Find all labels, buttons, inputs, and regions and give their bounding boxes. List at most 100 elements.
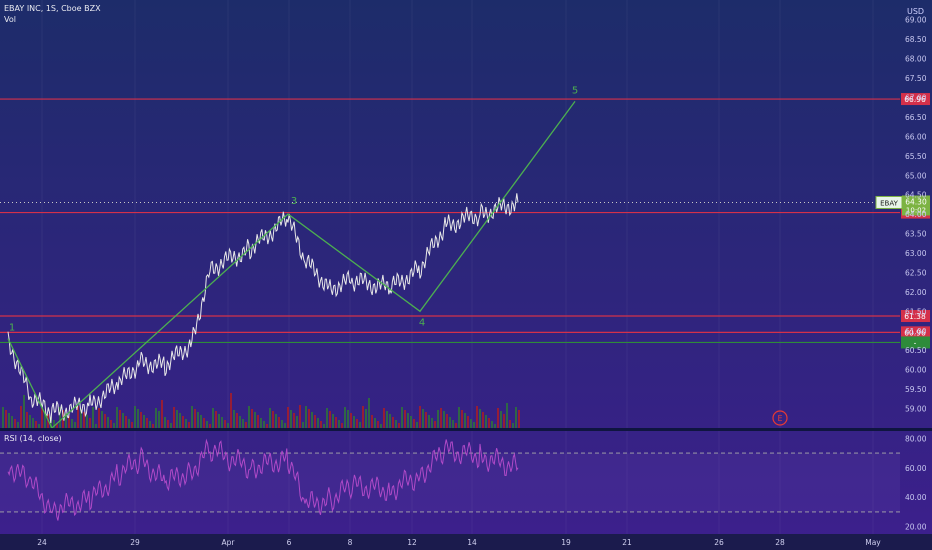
volume-bar [467, 416, 469, 428]
time-tick-label[interactable]: 21 [622, 538, 632, 547]
volume-bar [320, 421, 322, 428]
volume-bar [380, 424, 382, 428]
price-tick-label[interactable]: 64.50 [905, 191, 927, 200]
price-tick-label[interactable]: 66.00 [905, 132, 927, 141]
price-tick-label[interactable]: 66.50 [905, 113, 927, 122]
volume-bar [452, 420, 454, 428]
volume-bar [479, 409, 481, 428]
volume-bar [335, 417, 337, 428]
pane-separator[interactable] [0, 428, 932, 431]
volume-bar [473, 422, 475, 428]
volume-bar [11, 416, 13, 428]
volume-bar [173, 407, 175, 428]
elliott-wave-line[interactable] [7, 101, 576, 430]
level-tag[interactable] [901, 326, 930, 339]
price-tick-label[interactable]: 60.00 [905, 366, 927, 375]
earnings-icon[interactable] [772, 410, 788, 426]
price-tick-label[interactable]: 67.00 [905, 93, 927, 102]
rsi-tick-label[interactable]: 60.00 [905, 464, 927, 473]
time-tick-label[interactable]: May [865, 538, 881, 547]
rsi-series-line[interactable] [7, 438, 519, 521]
volume-bar [113, 423, 115, 428]
volume-bar [188, 422, 190, 428]
volume-bar [293, 413, 295, 428]
level-tag[interactable] [901, 310, 930, 323]
price-tick-label[interactable]: 62.00 [905, 288, 927, 297]
price-tick-label[interactable]: 61.50 [905, 307, 927, 316]
time-tick-label[interactable]: 14 [467, 538, 477, 547]
volume-bar [476, 406, 478, 428]
volume-bar [2, 407, 4, 428]
volume-bar [344, 407, 346, 428]
last-price-tag[interactable] [902, 195, 930, 216]
time-tick-label[interactable]: 6 [287, 538, 292, 547]
time-tick-label[interactable]: 29 [130, 538, 140, 547]
volume-bar [347, 410, 349, 428]
volume-bar [428, 415, 430, 428]
volume-bar [500, 411, 502, 428]
volume-bar [314, 415, 316, 428]
price-tick-label[interactable]: 62.50 [905, 268, 927, 277]
rsi-axis[interactable]: 20.00 40.00 60.00 80.00 [905, 434, 927, 531]
rsi-band-fill [0, 453, 900, 512]
level-tag[interactable] [901, 336, 930, 349]
time-axis[interactable]: 24 29 Apr 6 8 12 14 19 21 26 28 May [37, 538, 881, 547]
price-tick-label[interactable]: 63.00 [905, 249, 927, 258]
price-axis[interactable]: 59.00 59.50 60.00 60.50 61.00 61.50 62.00 62.50… [905, 16, 927, 414]
level-tag-label: 66.96 [904, 95, 926, 104]
price-tick-label[interactable]: 63.50 [905, 230, 927, 239]
volume-bar [14, 419, 16, 428]
price-tick-label[interactable]: 60.50 [905, 346, 927, 355]
price-tick-label[interactable]: 59.00 [905, 405, 927, 414]
time-tick-label[interactable]: 24 [37, 538, 47, 547]
wave-label[interactable]: 1 [9, 323, 15, 334]
volume-bar [401, 407, 403, 428]
time-tick-label[interactable]: 8 [348, 538, 353, 547]
volume-bar [398, 423, 400, 428]
volume-bar [437, 410, 439, 428]
price-tick-label[interactable]: 68.50 [905, 35, 927, 44]
volume-label[interactable]: Vol [4, 15, 16, 24]
symbol-title[interactable]: EBAY INC, 1S, Cboe BZX [4, 4, 101, 13]
level-tag[interactable] [901, 93, 930, 106]
price-tick-label[interactable]: 65.00 [905, 171, 927, 180]
volume-bar [311, 412, 313, 428]
price-tick-label[interactable]: 59.50 [905, 385, 927, 394]
wave-label[interactable]: 3 [291, 196, 297, 207]
currency-label: USD [907, 7, 925, 16]
volume-bar [326, 408, 328, 428]
volume-bar [458, 407, 460, 428]
volume-bar [422, 409, 424, 428]
volume-bar [236, 413, 238, 428]
last-price-value: 64.30 [905, 197, 927, 206]
volume-bar [92, 407, 94, 428]
volume-bar [149, 421, 151, 428]
wave-label[interactable]: 4 [419, 317, 425, 328]
volume-bar [284, 423, 286, 428]
volume-bar [491, 421, 493, 428]
rsi-tick-label[interactable]: 80.00 [905, 434, 927, 443]
time-tick-label[interactable]: 26 [714, 538, 724, 547]
price-tick-label[interactable]: 64.00 [905, 210, 927, 219]
volume-bar [413, 419, 415, 428]
time-tick-label[interactable]: 19 [561, 538, 571, 547]
price-tick-label[interactable]: 65.50 [905, 152, 927, 161]
volume-bar [275, 414, 277, 428]
time-tick-label[interactable]: Apr [222, 538, 236, 547]
volume-bar [224, 420, 226, 428]
price-tick-label[interactable]: 61.00 [905, 327, 927, 336]
time-tick-label[interactable]: 12 [407, 538, 417, 547]
volume-bar [251, 409, 253, 428]
price-tick-label[interactable]: 69.00 [905, 16, 927, 25]
price-series-line[interactable] [7, 193, 519, 424]
rsi-tick-label[interactable]: 40.00 [905, 493, 927, 502]
time-tick-label[interactable]: 28 [775, 538, 785, 547]
price-tick-label[interactable]: 68.00 [905, 55, 927, 64]
rsi-tick-label[interactable]: 20.00 [905, 523, 927, 532]
earnings-icon-label: E [777, 414, 782, 423]
wave-label[interactable]: 5 [572, 85, 578, 96]
price-tick-label[interactable]: 67.50 [905, 74, 927, 83]
time-axis-background[interactable] [0, 534, 932, 550]
rsi-title[interactable]: RSI (14, close) [4, 434, 62, 443]
